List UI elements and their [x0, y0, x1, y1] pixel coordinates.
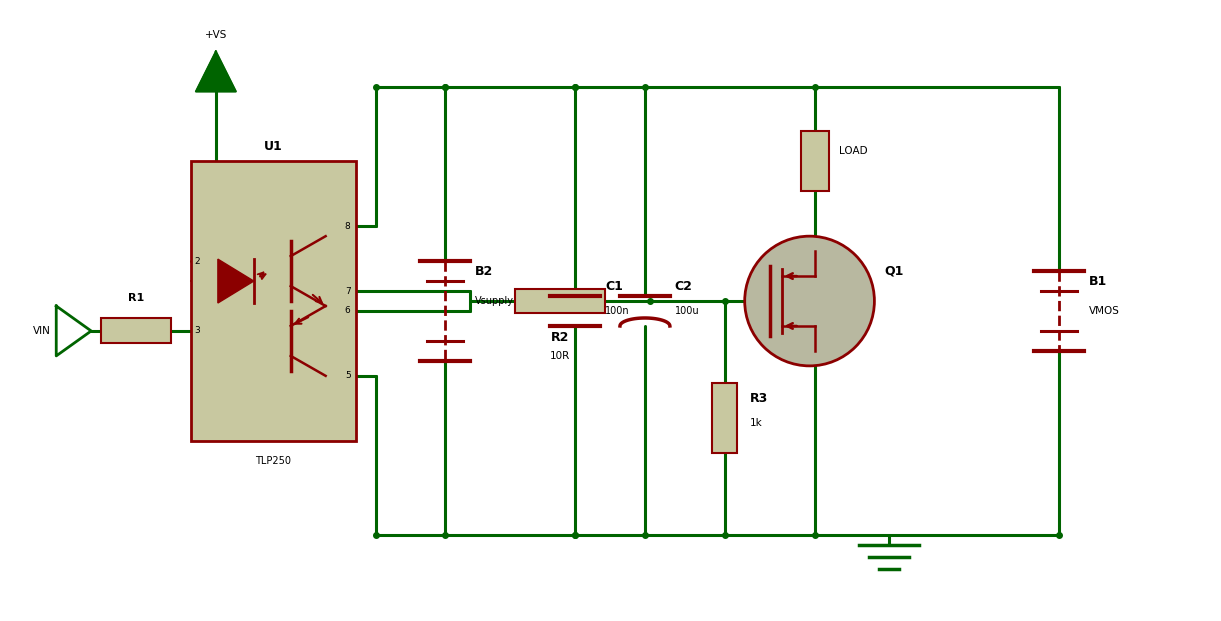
Text: Q1: Q1 — [884, 265, 904, 278]
Text: 2: 2 — [194, 256, 199, 266]
Text: 8: 8 — [344, 222, 350, 230]
Text: +VS: +VS — [205, 30, 227, 40]
Text: 7: 7 — [344, 286, 350, 296]
Text: C1: C1 — [606, 279, 623, 292]
Bar — [801, 132, 829, 191]
Text: 3: 3 — [194, 327, 200, 335]
Text: Vsupply: Vsupply — [475, 296, 514, 306]
Text: VIN: VIN — [33, 326, 51, 336]
Text: 5: 5 — [344, 371, 350, 380]
Text: B2: B2 — [475, 265, 493, 278]
Text: 6: 6 — [344, 307, 350, 315]
Text: R3: R3 — [750, 392, 768, 405]
Bar — [190, 161, 355, 441]
Text: 100u: 100u — [675, 306, 700, 316]
Polygon shape — [217, 259, 254, 303]
Text: U1: U1 — [264, 140, 282, 153]
Text: B1: B1 — [1089, 274, 1107, 288]
Polygon shape — [195, 52, 236, 91]
Text: 10R: 10R — [549, 351, 570, 361]
Text: TLP250: TLP250 — [255, 456, 292, 466]
Text: 100n: 100n — [606, 306, 630, 316]
Bar — [515, 289, 606, 314]
Text: R1: R1 — [128, 293, 144, 303]
Text: 1k: 1k — [750, 419, 762, 428]
Text: LOAD: LOAD — [840, 147, 868, 156]
Text: C2: C2 — [675, 279, 692, 292]
Circle shape — [745, 236, 874, 366]
Text: VMOS: VMOS — [1089, 306, 1120, 316]
Bar — [101, 319, 171, 343]
Text: R2: R2 — [551, 331, 569, 344]
Bar — [712, 383, 737, 453]
